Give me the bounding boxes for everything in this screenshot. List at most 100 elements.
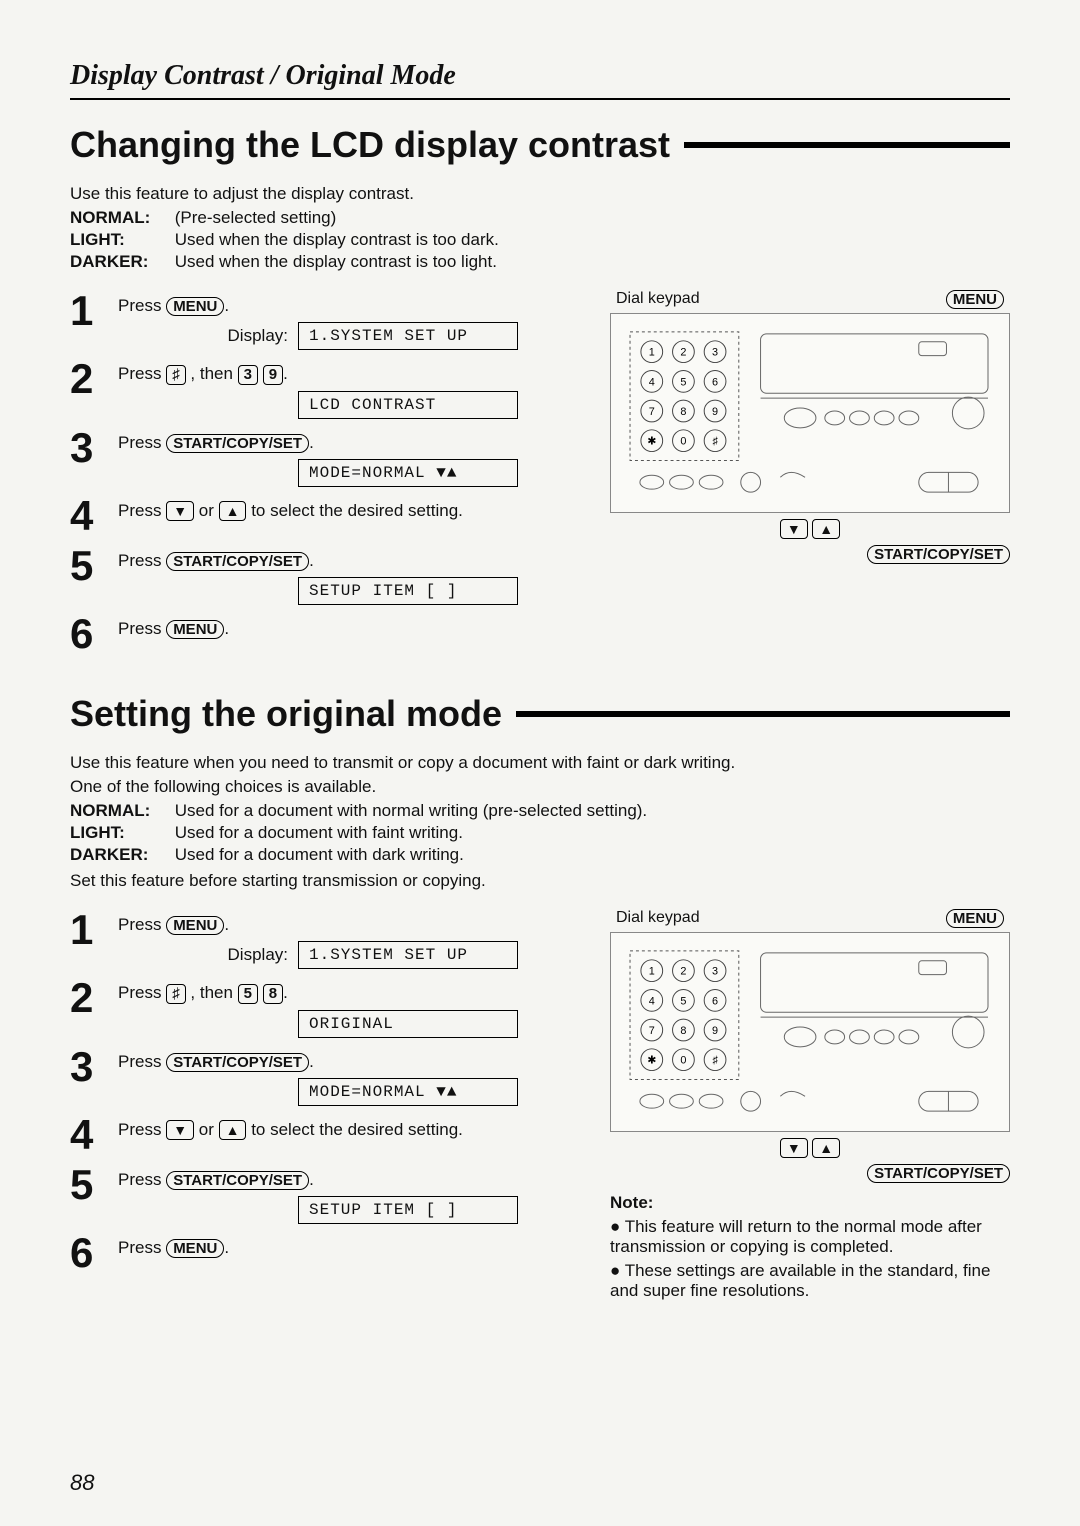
step-post: . [309, 551, 314, 570]
step: 1Press MENU.Display:1.SYSTEM SET UP [70, 290, 580, 350]
button-label: MENU [166, 297, 224, 316]
svg-text:0: 0 [680, 1055, 686, 1067]
definition-row: DARKER: Used when the display contrast i… [70, 252, 1010, 272]
svg-text:♯: ♯ [712, 1055, 718, 1067]
step: 1Press MENU.Display:1.SYSTEM SET UP [70, 909, 580, 969]
dial-keypad-label: Dial keypad [616, 290, 700, 309]
step-number: 2 [70, 358, 104, 400]
step-post: . [309, 433, 314, 452]
step-post: . [309, 1170, 314, 1189]
section2-intro2: One of the following choices is availabl… [70, 777, 1010, 797]
step: 4 Press ▼ or ▲ to select the desired sett… [70, 1114, 580, 1156]
svg-text:8: 8 [680, 406, 686, 418]
step-text: Press START/COPY/SET. [118, 1052, 580, 1072]
device-illustration: 1 2 3 4 5 6 7 8 9 ✱ 0 ♯ [610, 313, 1010, 513]
svg-text:✱: ✱ [647, 436, 656, 448]
step-mid: , then [186, 983, 238, 1002]
note-block: Note: This feature will return to the no… [610, 1193, 1010, 1301]
step-number: 4 [70, 1114, 104, 1156]
section2-intro3: Set this feature before starting transmi… [70, 871, 1010, 891]
down-arrow-icon: ▼ [780, 519, 808, 539]
step-mid: , then [186, 364, 238, 383]
step-pre: Press [118, 915, 166, 934]
button-label: START/COPY/SET [166, 1171, 309, 1190]
note-item: This feature will return to the normal m… [610, 1217, 1010, 1257]
down-arrow-icon: ▼ [166, 1120, 194, 1140]
lcd-display: SETUP ITEM [ ] [298, 1196, 518, 1224]
section2-intro1: Use this feature when you need to transm… [70, 753, 1010, 773]
note-title: Note: [610, 1193, 1010, 1213]
key-box: 9 [263, 365, 283, 385]
step-number: 3 [70, 1046, 104, 1088]
step-text: Press ♯ , then 3 9. [118, 364, 580, 385]
step-text: Press ▼ or ▲ to select the desired setti… [118, 1120, 580, 1140]
menu-button-label: MENU [946, 909, 1004, 928]
step-number: 6 [70, 1232, 104, 1274]
svg-text:5: 5 [680, 995, 686, 1007]
step: 2Press ♯ , then 5 8.ORIGINAL [70, 977, 580, 1038]
step-number: 3 [70, 427, 104, 469]
step-post: . [224, 915, 229, 934]
menu-button-label: MENU [946, 290, 1004, 309]
definition-desc: Used when the display contrast is too da… [175, 230, 499, 249]
section2-heading: Setting the original mode [70, 693, 1010, 735]
lcd-display: SETUP ITEM [ ] [298, 577, 518, 605]
step-pre: Press [118, 501, 166, 520]
svg-text:9: 9 [712, 1025, 718, 1037]
step-pre: Press [118, 619, 166, 638]
svg-text:7: 7 [649, 406, 655, 418]
svg-text:6: 6 [712, 995, 718, 1007]
definition-term: DARKER: [70, 252, 170, 272]
up-arrow-icon: ▲ [219, 501, 247, 521]
step-pre: Press [118, 1238, 166, 1257]
lcd-display: MODE=NORMAL ▼▲ [298, 459, 518, 487]
section2-heading-text: Setting the original mode [70, 693, 502, 735]
svg-text:3: 3 [712, 347, 718, 359]
device-panel-2: Dial keypad MENU 1 2 3 4 5 6 7 8 9 ✱ 0 [610, 909, 1010, 1305]
lcd-display: ORIGINAL [298, 1010, 518, 1038]
start-copy-set-label: START/COPY/SET [867, 1164, 1010, 1183]
definition-desc: Used when the display contrast is too li… [175, 252, 497, 271]
step-text: Press START/COPY/SET. [118, 551, 580, 571]
definition-desc: (Pre-selected setting) [175, 208, 337, 227]
definition-row: LIGHT: Used for a document with faint wr… [70, 823, 1010, 843]
svg-text:9: 9 [712, 406, 718, 418]
button-label: MENU [166, 620, 224, 639]
up-arrow-icon: ▲ [812, 1138, 840, 1158]
section1-intro: Use this feature to adjust the display c… [70, 184, 1010, 204]
page-header: Display Contrast / Original Mode [70, 60, 1010, 100]
svg-text:✱: ✱ [647, 1055, 656, 1067]
step-text: Press MENU. [118, 619, 580, 639]
step-pre: Press [118, 1052, 166, 1071]
button-label: START/COPY/SET [166, 552, 309, 571]
key-box: 5 [238, 984, 258, 1004]
key-box: 3 [238, 365, 258, 385]
svg-text:6: 6 [712, 376, 718, 388]
section1-heading-text: Changing the LCD display contrast [70, 124, 670, 166]
step-pre: Press [118, 1120, 166, 1139]
dial-keypad-label: Dial keypad [616, 909, 700, 928]
svg-text:0: 0 [680, 436, 686, 448]
device-panel-1: Dial keypad MENU 1 2 3 4 5 6 7 8 9 ✱ [610, 290, 1010, 663]
definition-desc: Used for a document with normal writing … [175, 801, 647, 820]
step-mid: or [194, 501, 219, 520]
key-box: 8 [263, 984, 283, 1004]
step-text: Press START/COPY/SET. [118, 1170, 580, 1190]
step-number: 1 [70, 290, 104, 332]
svg-text:5: 5 [680, 376, 686, 388]
definition-term: DARKER: [70, 845, 170, 865]
svg-text:2: 2 [680, 966, 686, 978]
start-copy-set-label: START/COPY/SET [867, 545, 1010, 564]
svg-text:3: 3 [712, 966, 718, 978]
step: 3Press START/COPY/SET.MODE=NORMAL ▼▲ [70, 1046, 580, 1106]
button-label: MENU [166, 916, 224, 935]
key-box: ♯ [166, 365, 186, 385]
step-post: . [224, 619, 229, 638]
step-text: Press ▼ or ▲ to select the desired setti… [118, 501, 580, 521]
up-arrow-icon: ▲ [812, 519, 840, 539]
definition-term: NORMAL: [70, 208, 170, 228]
step-number: 5 [70, 545, 104, 587]
step-pre: Press [118, 1170, 166, 1189]
svg-text:8: 8 [680, 1025, 686, 1037]
svg-text:1: 1 [649, 347, 655, 359]
